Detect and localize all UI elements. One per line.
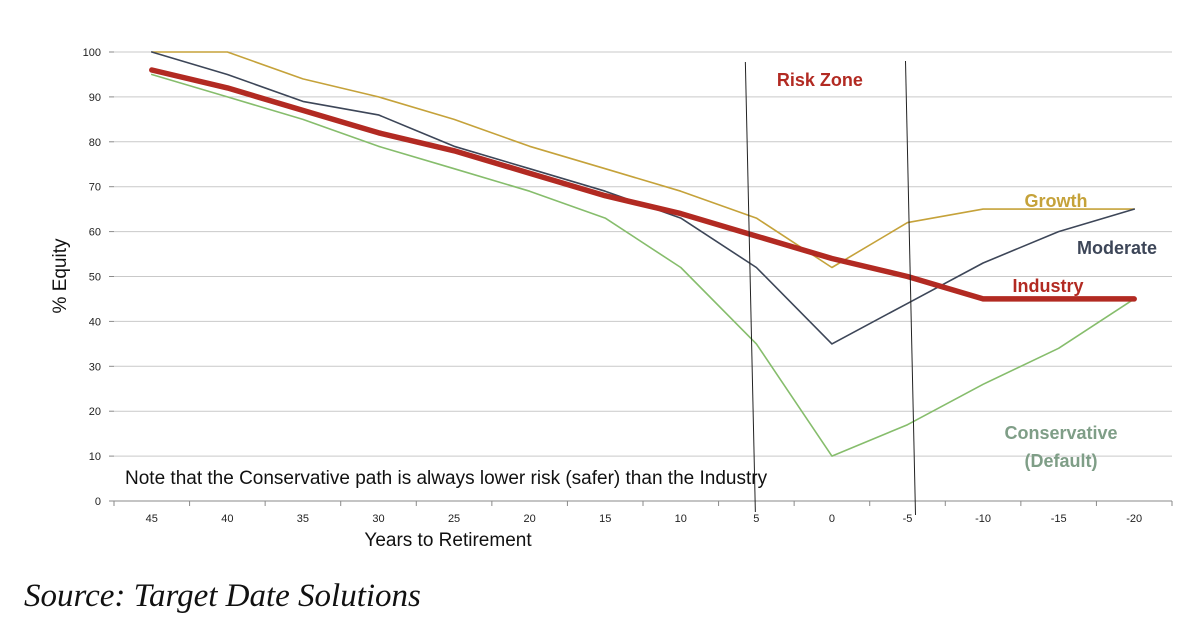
- y-tick-label: 100: [83, 47, 101, 59]
- risk-zone-left-line: [744, 61, 756, 513]
- x-tick-label: 0: [829, 513, 835, 525]
- y-tick-label: 40: [89, 316, 101, 328]
- x-tick-label: 35: [297, 513, 309, 525]
- y-tick-label: 60: [89, 227, 101, 239]
- x-tick-label: -15: [1051, 513, 1067, 525]
- series-line-conservative: [151, 73, 1135, 457]
- series-label-conservative: Conservative: [1004, 423, 1117, 443]
- x-tick-label: 30: [372, 513, 384, 525]
- x-tick-label: -10: [975, 513, 991, 525]
- series-line-growth: [151, 51, 1135, 269]
- series-label-moderate: Moderate: [1077, 238, 1157, 258]
- risk-zone-right-line: [905, 60, 916, 516]
- y-tick-label: 20: [89, 406, 101, 418]
- series-label-conservative-line2: (Default): [1025, 451, 1098, 471]
- x-axis-title: Years to Retirement: [364, 530, 532, 551]
- x-tick-label: -5: [903, 513, 913, 525]
- gridlines: [114, 51, 1172, 502]
- series-labels: Growth Moderate Conservative (Default) Indus…: [1004, 191, 1157, 471]
- series-line-industry: [149, 67, 1137, 302]
- source-caption: Source: Target Date Solutions: [24, 578, 421, 614]
- x-tick-label: 45: [146, 513, 158, 525]
- risk-zone: Risk Zone: [744, 60, 916, 516]
- x-tick-label: 10: [675, 513, 687, 525]
- y-tick-label: 10: [89, 451, 101, 463]
- risk-zone-label: Risk Zone: [777, 70, 863, 90]
- x-tick-label: 15: [599, 513, 611, 525]
- series-lines: [149, 51, 1137, 457]
- x-tick-label: 5: [753, 513, 759, 525]
- y-axis-title: % Equity: [50, 238, 71, 313]
- y-tick-label: 80: [89, 137, 101, 149]
- x-tick-label: -20: [1126, 513, 1142, 525]
- y-tick-label: 50: [89, 272, 101, 284]
- note-annotation: Note that the Conservative path is alway…: [125, 468, 768, 489]
- y-tick-label: 70: [89, 182, 101, 194]
- series-label-growth: Growth: [1025, 191, 1088, 211]
- y-tick-label: 30: [89, 361, 101, 373]
- y-tick-label: 0: [95, 496, 101, 508]
- series-label-industry: Industry: [1012, 276, 1083, 296]
- x-tick-label: 20: [524, 513, 536, 525]
- y-tick-label: 90: [89, 92, 101, 104]
- x-tick-label: 40: [221, 513, 233, 525]
- x-tick-label: 25: [448, 513, 460, 525]
